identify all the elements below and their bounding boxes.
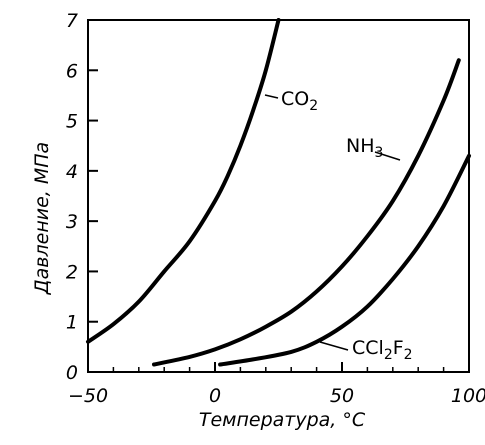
y-axis-title: Давление, МПа (31, 142, 53, 295)
x-tick-label: −50 (68, 385, 108, 407)
x-tick-label: 0 (209, 385, 221, 407)
y-tick-label: 3 (66, 211, 78, 233)
series-label-ccl2f2: CCl2F2 (352, 337, 413, 363)
y-tick-label: 1 (66, 312, 78, 334)
y-tick-label: 0 (66, 362, 78, 384)
series-label-nh3: NH3 (346, 135, 383, 161)
series-leader-ccl2f2 (319, 341, 349, 351)
series-line-nh3 (152, 58, 461, 367)
y-tick-label: 4 (66, 161, 78, 183)
x-tick-label: 50 (330, 385, 354, 407)
x-axis-title: Температура, °С (199, 409, 366, 431)
y-tick-label: 7 (66, 10, 78, 32)
series-label-co2: CO2 (281, 88, 318, 114)
y-tick-label: 5 (66, 111, 78, 133)
series-leader-nh3 (374, 151, 401, 161)
series-leader-co2 (264, 94, 279, 99)
series-line-co2 (86, 18, 281, 344)
y-tick-label: 2 (66, 261, 78, 283)
x-tick-label: 100 (451, 385, 485, 407)
y-tick-label: 6 (66, 60, 78, 82)
series-line-ccl2f2 (218, 153, 471, 367)
